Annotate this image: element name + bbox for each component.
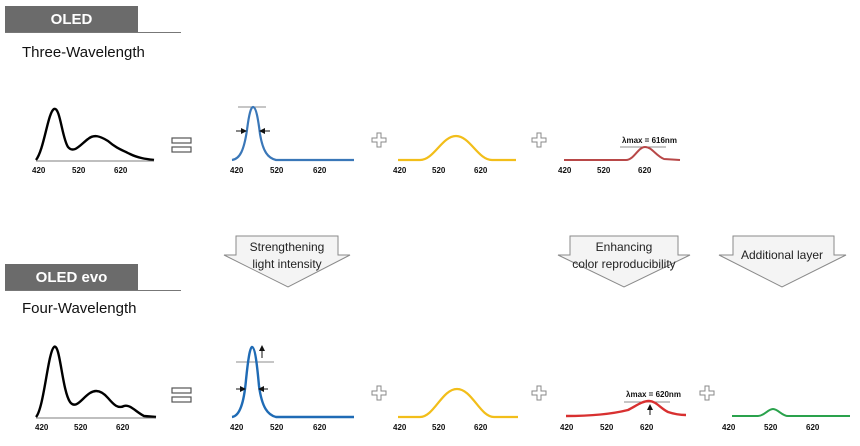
- oled-red-tick-620: 620: [638, 166, 652, 175]
- oled-evo-red-lambda-label: λmax = 620nm: [626, 390, 681, 399]
- oled-red-lambda-label: λmax = 616nm: [622, 136, 677, 145]
- oled-white-spectrum: [34, 107, 155, 162]
- oled-white-tick-620: 620: [114, 166, 128, 175]
- oled-evo-blue-tick-420: 420: [230, 423, 244, 432]
- oled-tab: OLED: [5, 6, 138, 32]
- oled-evo-yellow-tick-620: 620: [474, 423, 488, 432]
- oled-evo-red-tick-520: 520: [600, 423, 614, 432]
- oled-evo-blue-tick-620: 620: [313, 423, 327, 432]
- oled-tab-label: OLED: [50, 10, 93, 28]
- oled-evo-white-tick-420: 420: [35, 423, 49, 432]
- green-arrow-caption: Additional layer: [741, 248, 823, 262]
- blue-enhancement-arrow: [223, 235, 351, 288]
- oled-evo-plus-icon-2: [531, 385, 547, 401]
- oled-evo-red-spectrum: [565, 399, 687, 418]
- oled-evo-blue-tick-520: 520: [270, 423, 284, 432]
- oled-tab-divider: [5, 32, 181, 33]
- oled-red-tick-420: 420: [558, 166, 572, 175]
- oled-white-tick-420: 420: [32, 166, 46, 175]
- blue-arrow-caption-1: Strengthening: [250, 240, 325, 254]
- oled-blue-tick-620: 620: [313, 166, 327, 175]
- oled-evo-tab-divider: [5, 290, 181, 291]
- oled-evo-white-tick-620: 620: [116, 423, 130, 432]
- red-arrow-caption-1: Enhancing: [596, 240, 653, 254]
- oled-blue-tick-520: 520: [270, 166, 284, 175]
- oled-evo-tab: OLED evo: [5, 264, 138, 290]
- oled-evo-red-tick-420: 420: [560, 423, 574, 432]
- oled-evo-white-spectrum: [34, 345, 157, 419]
- oled-evo-yellow-spectrum: [398, 387, 518, 419]
- oled-evo-green-tick-420: 420: [722, 423, 736, 432]
- oled-yellow-spectrum: [398, 134, 516, 162]
- green-addition-arrow: [718, 235, 847, 288]
- oled-yellow-tick-420: 420: [393, 166, 407, 175]
- oled-section-title: Three-Wavelength: [22, 44, 145, 61]
- oled-red-tick-520: 520: [597, 166, 611, 175]
- oled-evo-section-title: Four-Wavelength: [22, 300, 137, 317]
- oled-yellow-tick-520: 520: [432, 166, 446, 175]
- oled-plus-icon-1: [371, 132, 387, 148]
- oled-plus-icon-2: [531, 132, 547, 148]
- oled-white-tick-520: 520: [72, 166, 86, 175]
- oled-evo-green-tick-520: 520: [764, 423, 778, 432]
- oled-evo-blue-spectrum: [231, 345, 354, 419]
- oled-evo-plus-icon-3: [699, 385, 715, 401]
- oled-evo-yellow-tick-520: 520: [432, 423, 446, 432]
- oled-evo-green-spectrum: [732, 407, 850, 417]
- oled-blue-spectrum: [231, 105, 354, 162]
- oled-evo-red-tick-620: 620: [640, 423, 654, 432]
- red-enhancement-arrow: [557, 235, 691, 288]
- oled-evo-white-tick-520: 520: [74, 423, 88, 432]
- blue-arrow-caption-2: light intensity: [252, 257, 321, 271]
- oled-evo-tab-label: OLED evo: [35, 268, 108, 286]
- oled-evo-green-tick-620: 620: [806, 423, 820, 432]
- oled-evo-equals-icon: [171, 387, 192, 403]
- oled-evo-yellow-tick-420: 420: [393, 423, 407, 432]
- oled-blue-tick-420: 420: [230, 166, 244, 175]
- oled-evo-plus-icon-1: [371, 385, 387, 401]
- oled-yellow-tick-620: 620: [474, 166, 488, 175]
- oled-red-spectrum: [564, 145, 681, 161]
- red-arrow-caption-2: color reproducibility: [572, 257, 675, 271]
- oled-equals-icon: [171, 137, 192, 153]
